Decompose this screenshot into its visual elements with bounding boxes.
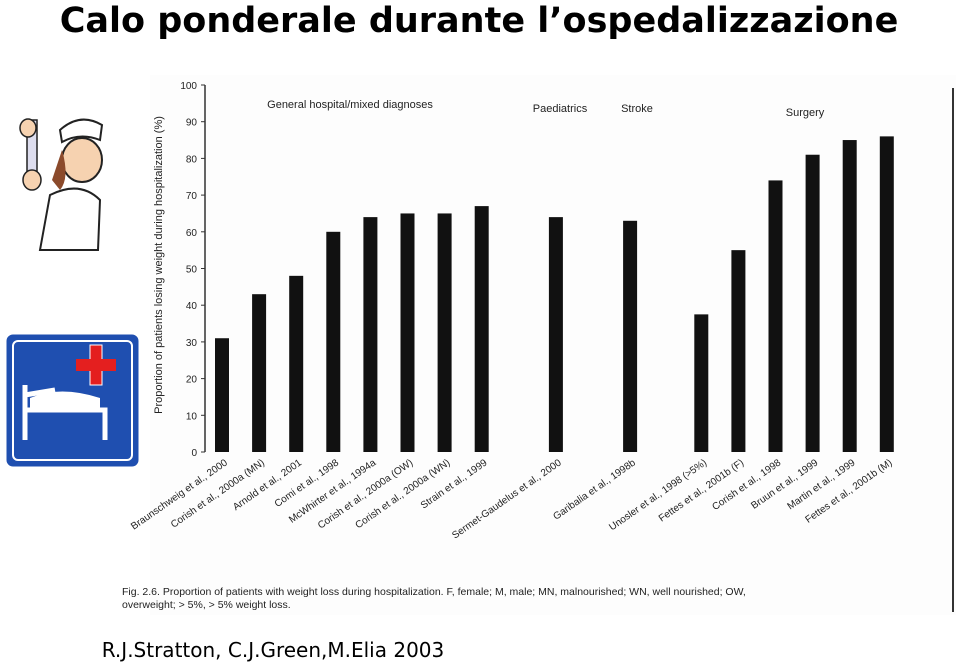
y-tick-label: 90 [186, 118, 198, 129]
y-tick-label: 40 [186, 301, 198, 312]
group-label: Surgery [786, 107, 825, 119]
group-label: Paediatrics [533, 103, 588, 115]
bar [474, 206, 489, 452]
bar [363, 217, 378, 452]
bar [805, 154, 820, 453]
bar [215, 338, 229, 452]
bar [768, 180, 783, 453]
y-tick-label: 50 [186, 265, 198, 276]
y-tick-label: 100 [180, 81, 197, 92]
y-tick-label: 70 [186, 191, 198, 202]
bar [879, 136, 894, 452]
y-tick-label: 0 [191, 448, 197, 459]
group-label: Stroke [621, 103, 653, 115]
group-label: General hospital/mixed diagnoses [267, 99, 433, 111]
bar [694, 314, 709, 452]
y-axis-label: Proportion of patients losing weight dur… [153, 116, 165, 414]
bar [623, 220, 638, 452]
y-tick-label: 20 [186, 375, 198, 386]
bar [326, 231, 341, 452]
nurse-icon [19, 118, 104, 251]
bar [252, 294, 267, 452]
bar [731, 250, 746, 452]
y-tick-label: 60 [186, 228, 198, 239]
bar [289, 275, 304, 452]
caption: Fig. 2.6. Proportion of patients with we… [122, 586, 746, 611]
hospital-sign [3, 331, 142, 470]
y-tick-label: 10 [186, 411, 198, 422]
y-tick-label: 80 [186, 154, 198, 165]
bar [548, 217, 563, 452]
bar [400, 213, 415, 452]
slide-title: Calo ponderale durante l’ospedalizzazion… [60, 1, 899, 41]
credit: R.J.Stratton, C.J.Green,M.Elia 2003 [102, 638, 445, 662]
y-tick-label: 30 [186, 338, 198, 349]
bar [437, 213, 452, 452]
bar [842, 140, 857, 453]
